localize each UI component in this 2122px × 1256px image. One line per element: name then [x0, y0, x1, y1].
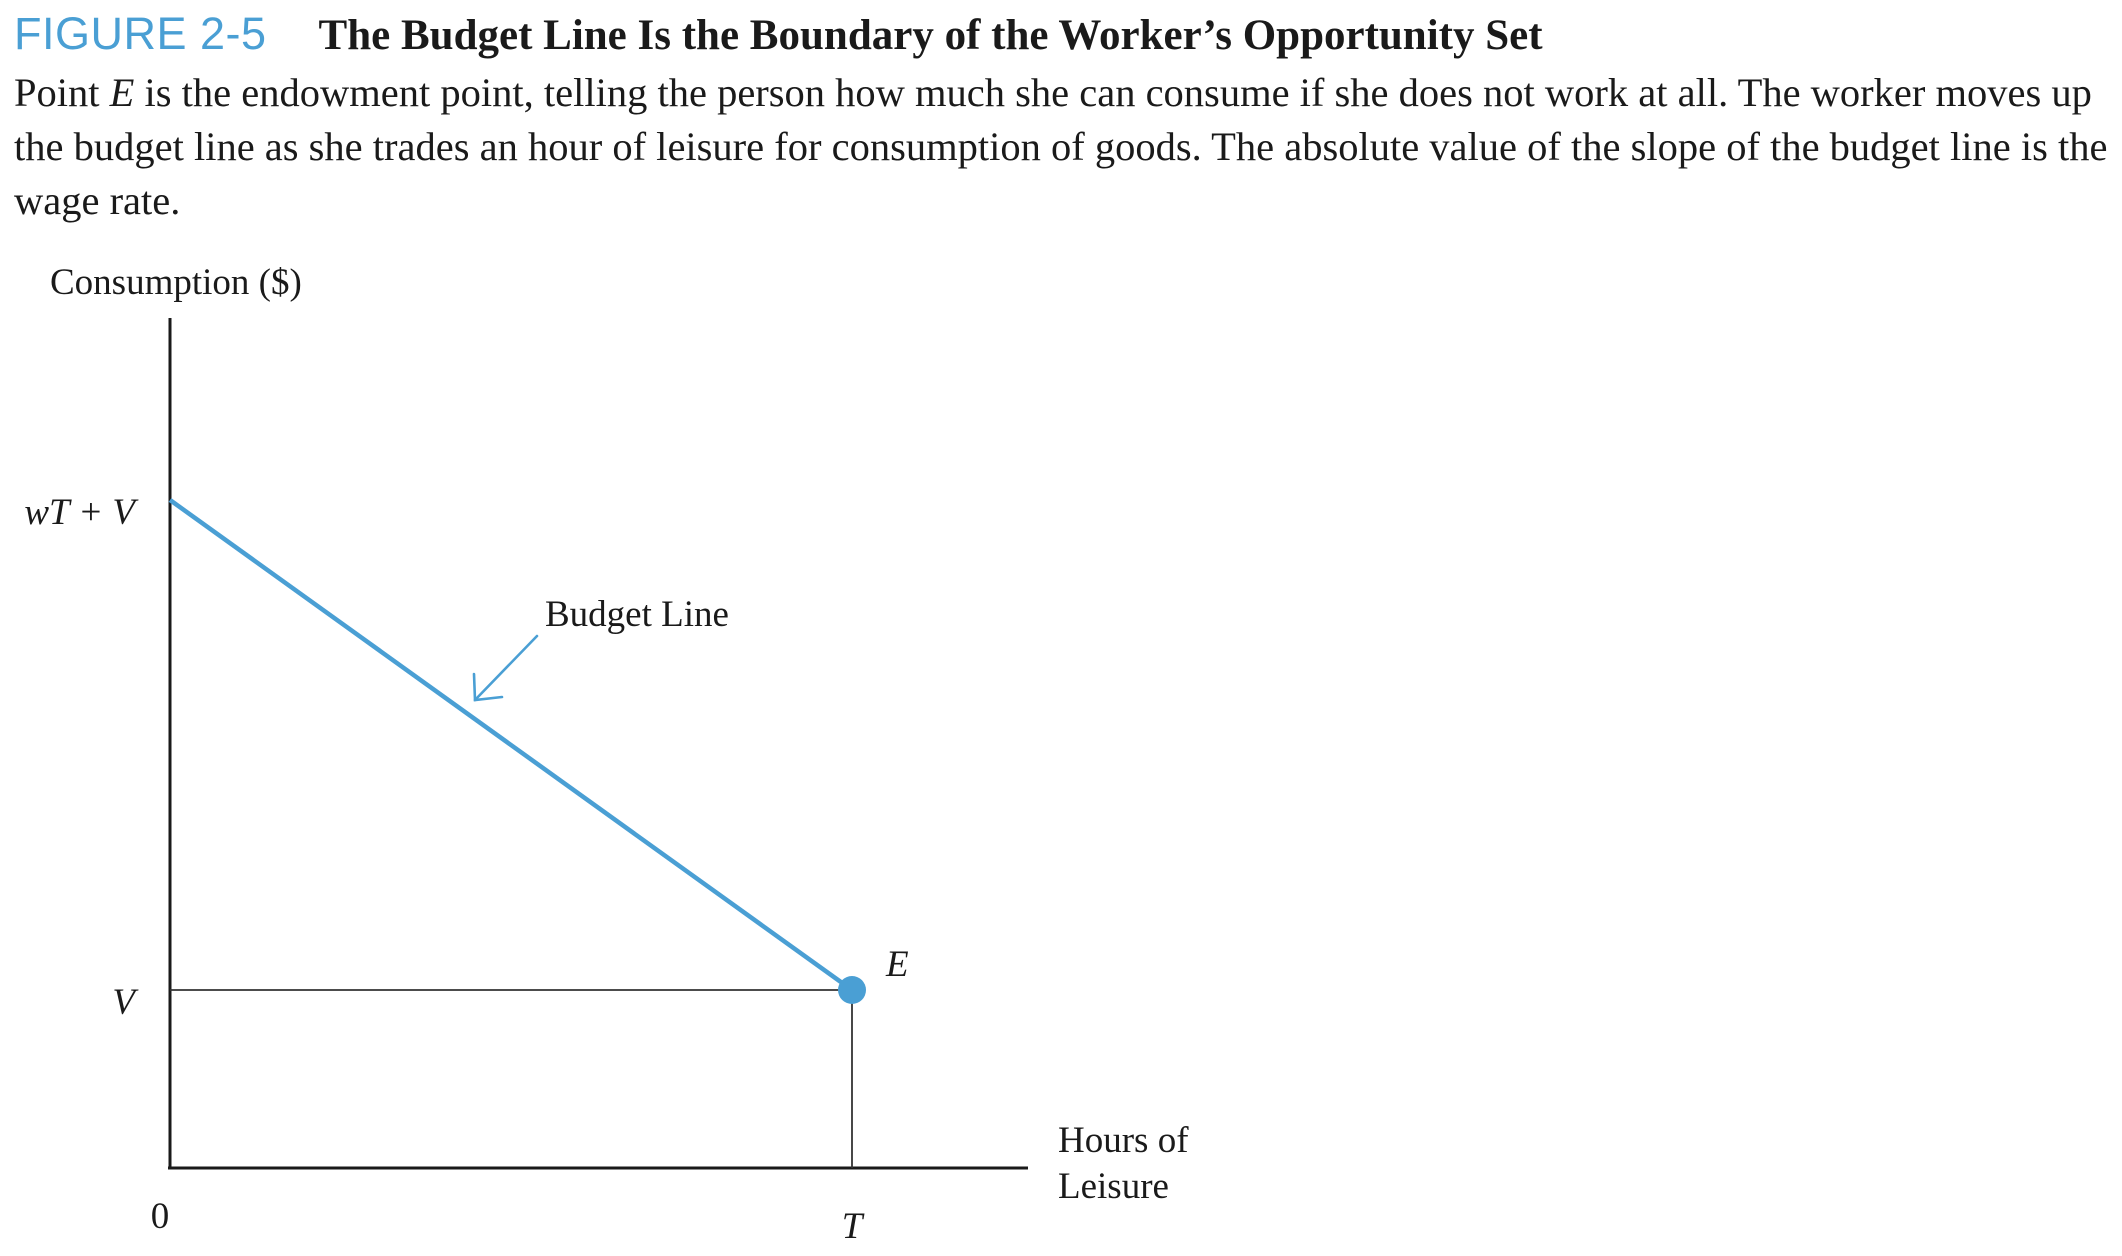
caption-part-2: is the endowment point, telling the pers… — [14, 70, 2108, 223]
caption-part-1: Point — [14, 70, 110, 115]
x-axis-label-line-2: Leisure — [1058, 1166, 1169, 1207]
figure-title: The Budget Line Is the Boundary of the W… — [318, 12, 1543, 59]
origin-label: 0 — [151, 1196, 170, 1237]
y-axis-label: Consumption ($) — [50, 262, 302, 303]
caption-variable: E — [109, 70, 135, 115]
y-tick-label-wt-plus-v: wT + V — [24, 492, 139, 533]
x-tick-label-t: T — [842, 1206, 865, 1247]
figure-title-row: FIGURE 2-5 The Budget Line Is the Boundar… — [14, 8, 2109, 62]
endowment-point-label: E — [885, 944, 909, 985]
endowment-point — [838, 976, 866, 1004]
x-axis-label-line-1: Hours of — [1058, 1120, 1189, 1161]
figure-header: FIGURE 2-5 The Budget Line Is the Boundar… — [14, 8, 2109, 228]
figure-label: FIGURE 2-5 — [14, 8, 267, 59]
y-tick-label-v: V — [112, 982, 139, 1023]
figure-caption: Point E is the endowment point, telling … — [14, 66, 2122, 228]
budget-line-label: Budget Line — [545, 594, 729, 635]
budget-line — [168, 498, 854, 992]
budget-line-annotation-arrow — [472, 634, 539, 702]
